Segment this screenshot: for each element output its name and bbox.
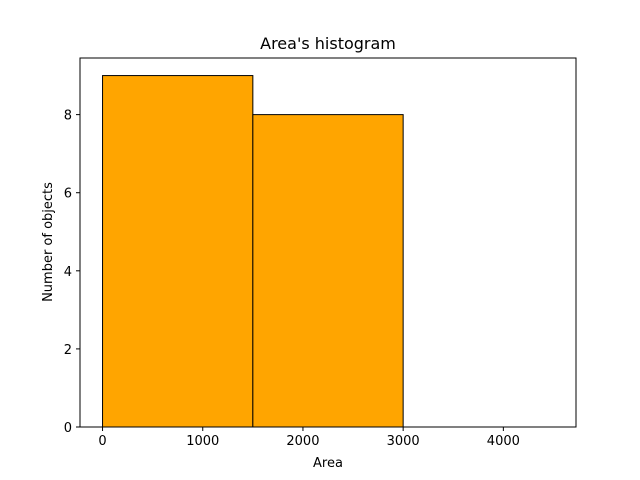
y-axis-ticks: 0 2 4 6 8 [64, 109, 80, 436]
x-tick-label: 0 [98, 434, 106, 449]
y-tick-label: 4 [64, 265, 72, 280]
y-tick-label: 0 [64, 421, 72, 436]
plot-frame [79, 57, 577, 428]
x-tick-label: 1000 [186, 434, 219, 449]
histogram-bar-1 [102, 75, 254, 428]
y-tick-label: 2 [64, 343, 72, 358]
plot-area [79, 57, 577, 428]
x-tick-label: 2000 [286, 434, 319, 449]
x-tick-label: 4000 [487, 434, 520, 449]
chart-title: Area's histogram [260, 34, 396, 53]
histogram-bar-2 [252, 114, 404, 428]
x-tick-label: 3000 [387, 434, 420, 449]
y-axis-label: Number of objects [41, 182, 56, 302]
x-axis-label: Area [313, 456, 343, 471]
y-tick-label: 8 [64, 109, 72, 124]
y-tick-label: 6 [64, 187, 72, 202]
x-axis-ticks: 0 1000 2000 3000 4000 [98, 427, 520, 449]
